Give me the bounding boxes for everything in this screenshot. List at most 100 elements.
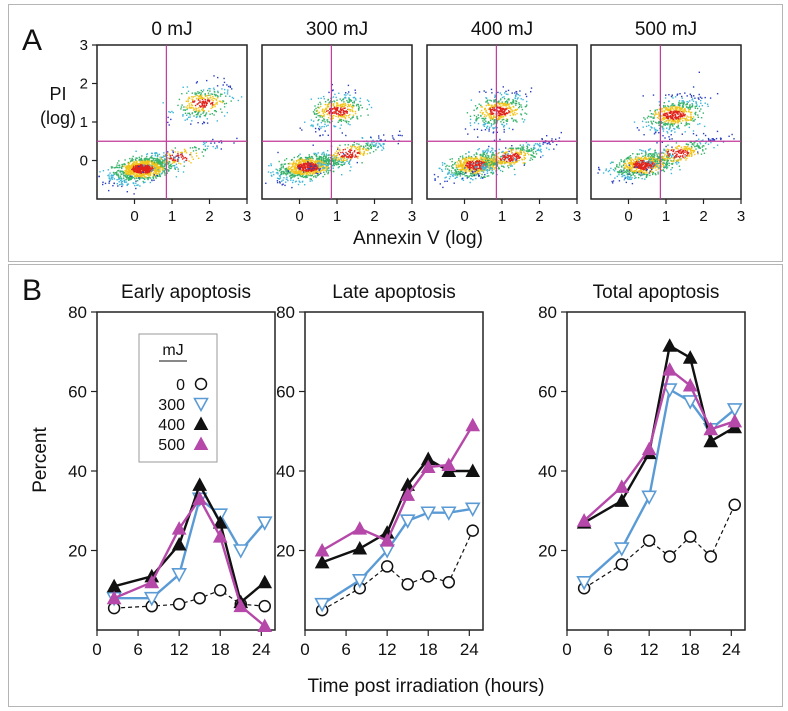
flow-event-dot (307, 170, 309, 172)
flow-event-dot (490, 157, 493, 159)
flow-event-dot (134, 174, 136, 176)
flow-event-dot (612, 161, 614, 164)
flow-event-dot (299, 162, 301, 164)
flow-event-dot (128, 163, 130, 165)
flow-event-dot (366, 153, 369, 155)
flow-event-dot (199, 115, 201, 118)
flow-event-dot (502, 107, 504, 110)
flow-event-dot (469, 118, 472, 121)
flow-event-dot (315, 110, 318, 112)
flow-event-dot (507, 153, 509, 155)
flow-event-dot (324, 111, 326, 114)
flow-event-dot (666, 163, 668, 165)
flow-event-dot (185, 106, 187, 108)
flow-event-dot (114, 172, 117, 174)
flow-event-dot (124, 176, 127, 178)
flow-event-dot (434, 178, 436, 180)
flow-event-dot (174, 165, 176, 167)
flow-event-dot (307, 174, 310, 176)
flow-event-dot (325, 110, 328, 112)
flow-event-dot (292, 165, 294, 168)
flow-event-dot (329, 107, 331, 110)
flow-event-dot (156, 160, 159, 162)
flow-event-dot (189, 147, 192, 149)
flow-event-dot (342, 119, 345, 122)
flow-event-dot (339, 127, 341, 129)
flow-event-dot (314, 167, 316, 169)
flow-event-dot (481, 166, 484, 168)
flow-event-dot (311, 164, 313, 166)
flow-event-dot (175, 155, 177, 157)
flow-event-dot (622, 172, 624, 174)
flow-event-dot (503, 98, 506, 100)
flow-event-dot (155, 171, 158, 173)
flow-event-dot (507, 93, 509, 96)
flow-event-dot (124, 172, 127, 174)
flow-event-dot (675, 156, 677, 159)
flow-event-dot (127, 177, 130, 179)
flow-event-dot (524, 106, 527, 108)
flow-event-dot (514, 92, 516, 94)
flow-event-dot (121, 178, 123, 180)
flow-event-dot (319, 165, 322, 167)
flow-event-dot (122, 184, 124, 186)
x-tick-label: 1 (168, 208, 176, 225)
flow-event-dot (306, 166, 309, 169)
flow-event-dot (199, 116, 201, 118)
flow-event-dot (620, 159, 622, 161)
flow-event-dot (108, 182, 110, 184)
flow-event-dot (118, 166, 120, 169)
flow-event-dot (148, 166, 150, 168)
flow-event-dot (158, 153, 161, 156)
flow-event-dot (163, 152, 165, 154)
flow-event-dot (140, 161, 142, 163)
flow-event-dot (128, 179, 131, 181)
flow-event-dot (293, 174, 296, 176)
flow-event-dot (129, 167, 132, 169)
flow-event-dot (453, 182, 455, 184)
flow-event-dot (206, 147, 208, 150)
flow-event-dot (313, 109, 316, 111)
flow-event-dot (322, 158, 324, 160)
flow-event-dot (306, 165, 308, 167)
flow-event-dot (302, 173, 304, 175)
flow-event-dot (315, 166, 317, 168)
flow-event-dot (149, 181, 151, 184)
flow-event-dot (310, 160, 313, 162)
flow-event-dot (485, 120, 487, 123)
flow-event-dot (336, 113, 338, 115)
flow-event-dot (669, 154, 672, 156)
flow-event-dot (500, 105, 502, 107)
flow-event-dot (533, 147, 536, 149)
flow-event-dot (646, 165, 649, 167)
flow-event-dot (183, 165, 185, 167)
flow-event-dot (291, 163, 293, 165)
flow-event-dot (542, 141, 545, 144)
flow-event-dot (302, 162, 305, 165)
flow-event-dot (309, 173, 312, 175)
flow-event-dot (300, 173, 303, 176)
flow-event-dot (190, 154, 192, 156)
flow-event-dot (289, 163, 291, 165)
flow-event-dot (494, 162, 496, 164)
flow-event-dot (129, 169, 131, 171)
flow-event-dot (506, 120, 509, 122)
flow-event-dot (505, 156, 507, 158)
flow-event-dot (200, 95, 202, 98)
flow-event-dot (512, 120, 515, 122)
flow-event-dot (151, 157, 153, 159)
flow-event-dot (648, 153, 650, 155)
flow-event-dot (490, 160, 493, 163)
flow-event-dot (515, 104, 517, 106)
flow-event-dot (304, 175, 306, 178)
flow-event-dot (500, 162, 502, 165)
flow-event-dot (351, 116, 354, 118)
flow-event-dot (464, 164, 467, 166)
flow-event-dot (124, 159, 126, 161)
flow-event-dot (533, 152, 535, 154)
flow-event-dot (126, 172, 128, 175)
flow-event-dot (177, 168, 179, 170)
flow-event-dot (204, 149, 207, 152)
flow-event-dot (656, 155, 659, 157)
flow-event-dot (216, 101, 218, 104)
